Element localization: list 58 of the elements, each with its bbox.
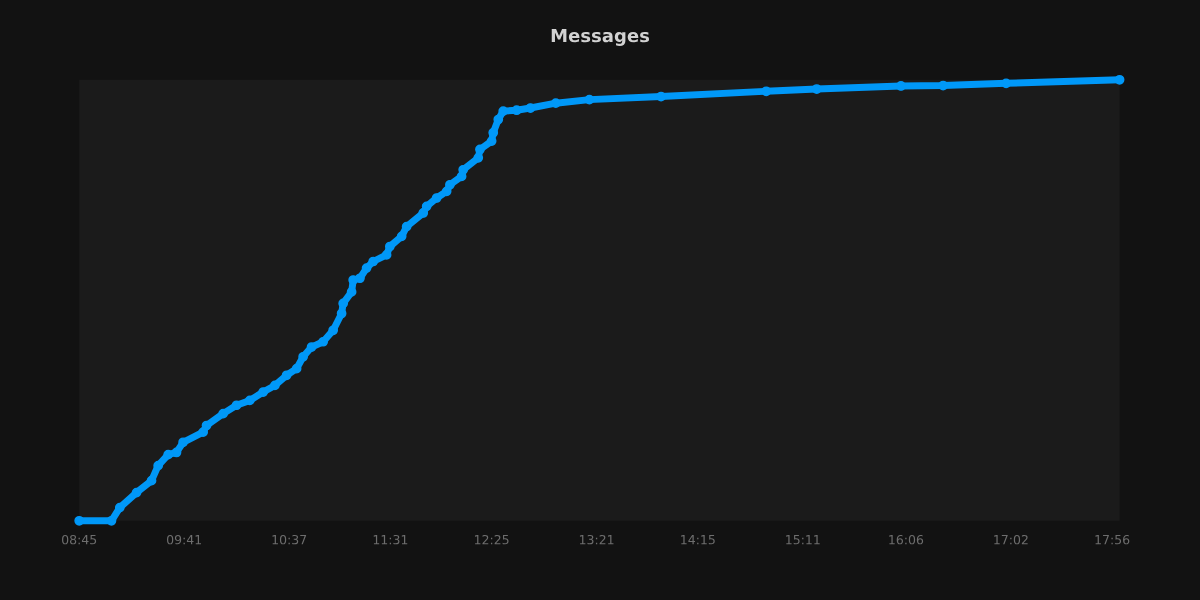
point [401,221,412,232]
x-tick-label: 17:02 [994,534,1028,545]
point [896,81,906,91]
point [458,164,469,175]
point [306,342,317,352]
point [106,515,117,526]
point [486,136,497,146]
point [114,502,125,513]
x-tick-label: 16:06 [889,534,924,545]
point [291,363,302,374]
point [445,179,455,190]
point [656,91,666,102]
point [318,336,329,347]
point [201,420,212,431]
point [421,201,432,212]
point [336,308,347,319]
x-tick-label: 10:37 [272,534,307,545]
x-tick-label: 13:21 [579,534,614,545]
point [328,325,339,336]
point [346,287,357,297]
point [431,193,442,203]
x-tick-label: 09:41 [166,534,202,545]
x-tick-label: 14:15 [681,535,715,545]
point [584,94,595,105]
point [475,144,485,155]
x-tick-label: 12:25 [474,534,509,545]
point [381,250,392,260]
point [231,400,242,411]
point [1114,74,1125,85]
point [281,370,292,381]
point [131,487,142,498]
point [163,449,174,460]
point [1001,78,1011,89]
point [171,447,182,458]
point [270,380,280,391]
point [355,273,365,284]
x-tick-label: 17:56 [1095,534,1130,545]
point [525,103,536,113]
chart-title: Messages [551,28,650,46]
point [488,127,499,138]
point [396,231,407,242]
point [146,475,157,486]
point [473,152,484,163]
point [244,395,255,406]
x-tick-label: 08:45 [62,534,97,545]
point [938,80,948,91]
point [258,387,269,397]
point [384,241,395,252]
x-tick-label: 15:11 [786,535,820,545]
point [361,263,372,273]
point [218,408,229,419]
point [153,460,164,471]
point [493,114,504,125]
point [298,351,309,362]
point [178,437,188,448]
point [550,98,561,109]
point [368,256,379,267]
x-tick-label: 11:31 [373,534,408,545]
